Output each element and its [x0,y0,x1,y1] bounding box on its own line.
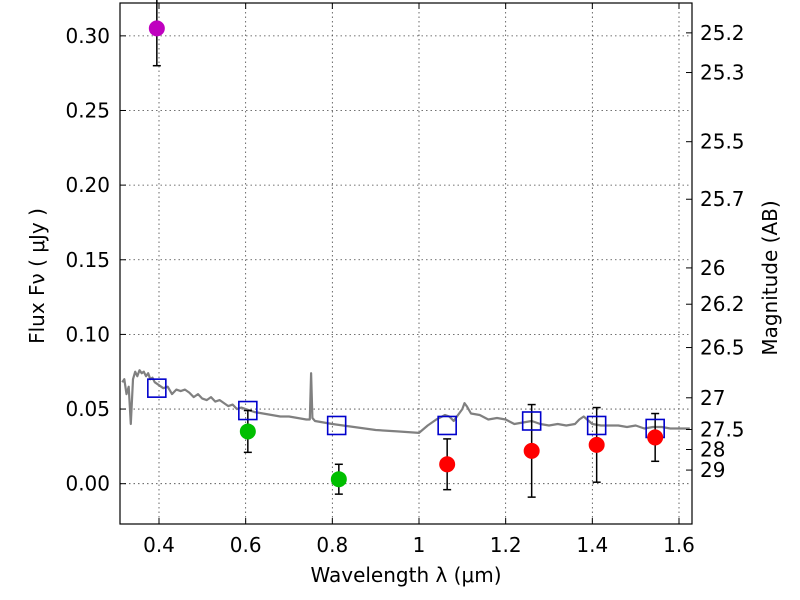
y-tick-label: 0.25 [65,98,110,122]
mag-tick-label: 26.2 [700,292,745,316]
model-square [437,415,457,436]
x-tick-label: 1.2 [490,533,522,557]
flux-point [439,456,456,473]
mag-tick-label: 25.7 [700,187,745,211]
x-tick-label: 1.6 [663,533,695,557]
x-tick-label: 1.4 [576,533,608,557]
model-square [147,378,167,398]
flux-point [148,20,165,37]
x-tick-label: 0.4 [143,533,175,557]
model-square [238,400,258,421]
y-axis-label: Flux Fν ( μJy ) [25,208,49,344]
sed-line-group [121,369,690,434]
mag-tick-label: 25.3 [700,61,745,85]
mag-tick-label: 27.5 [700,417,745,441]
mag-tick-label: 28 [700,437,725,461]
plot-frame [119,2,693,525]
y-tick-label: 0.30 [65,24,110,48]
error-bars [152,0,660,498]
sed-line [121,369,690,434]
observed-points [148,20,664,488]
y-tick-label: 0.15 [65,248,110,272]
grid-lines [120,3,692,524]
flux-point [523,442,540,459]
mag-tick-label: 25.5 [700,130,745,154]
flux-point [588,436,605,453]
axis-ticks: 0.4 0.6 0.8 1 1.2 1.4 1.6 0.00 0.05 0.10 0.15 0.20 0… [65,3,745,557]
x-tick-label: 0.8 [316,533,348,557]
mag-tick-label: 29 [700,458,725,482]
y-tick-label: 0.10 [65,322,110,346]
model-squares [147,378,665,439]
flux-point [647,429,664,446]
mag-tick-label: 27 [700,386,725,410]
model-square [586,415,607,436]
mag-tick-label: 26.5 [700,336,745,360]
model-square [521,411,542,431]
flux-point [239,423,256,440]
flux-point [330,471,347,488]
mag-tick-label: 25.2 [700,21,745,45]
right-axis-label: Magnitude (AB) [758,200,782,355]
x-axis-label: Wavelength λ (μm) [310,563,501,587]
y-tick-label: 0.20 [65,173,110,197]
mag-tick-label: 26 [700,256,725,280]
y-tick-label: 0.05 [65,397,110,421]
x-tick-label: 0.6 [230,533,262,557]
y-tick-label: 0.00 [65,472,110,496]
model-square [326,415,347,436]
x-tick-label: 1 [413,533,426,557]
